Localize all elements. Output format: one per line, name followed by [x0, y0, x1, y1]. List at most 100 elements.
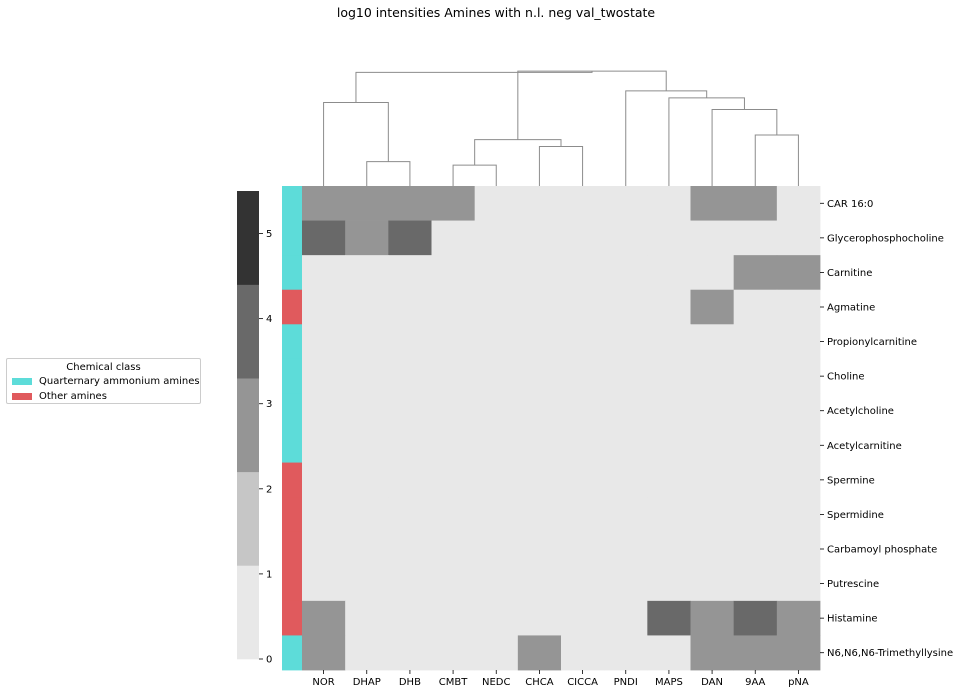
heatmap-cell	[517, 289, 562, 325]
heatmap-cell	[733, 566, 778, 602]
colorbar-bin	[237, 378, 259, 473]
legend-item-quarternary: Quarternary ammonium amines	[12, 375, 200, 388]
heatmap-cell	[431, 289, 476, 325]
heatmap-cell	[345, 462, 389, 498]
heatmap-cell	[733, 255, 778, 291]
dendrogram-link	[625, 90, 708, 186]
heatmap-cell	[302, 289, 346, 325]
heatmap-cell	[388, 635, 432, 671]
heatmap-cell	[561, 186, 605, 221]
heatmap-cell	[733, 497, 778, 533]
heatmap-cell	[517, 531, 562, 567]
heatmap-cell	[690, 462, 735, 498]
heatmap-cell	[561, 497, 605, 533]
heatmap-cell	[431, 358, 476, 394]
row-label: Spermine	[827, 475, 875, 486]
heatmap-cell	[345, 255, 389, 291]
heatmap-cell	[690, 635, 735, 671]
heatmap-cell	[690, 428, 735, 463]
heatmap-cell	[733, 324, 778, 360]
heatmap-cell	[647, 600, 691, 636]
legend: Chemical class Quarternary ammonium amin…	[6, 358, 201, 404]
heatmap-cell	[474, 600, 519, 636]
heatmap-cell	[517, 635, 562, 671]
heatmap-cell	[690, 220, 735, 256]
column-label: MAPS	[655, 677, 683, 688]
legend-item-other: Other amines	[12, 390, 200, 403]
heatmap-cell	[302, 324, 346, 360]
column-label: CHCA	[525, 677, 553, 688]
dendrogram-link	[366, 161, 411, 186]
heatmap-cell	[690, 393, 735, 429]
column-label: pNA	[788, 677, 809, 688]
heatmap-cell	[302, 462, 346, 498]
heatmap-cell	[517, 358, 562, 394]
column-label: NEDC	[482, 677, 510, 688]
heatmap-cell	[561, 289, 605, 325]
heatmap-cell	[302, 358, 346, 394]
heatmap-cell	[517, 428, 562, 463]
heatmap-cell	[776, 635, 821, 671]
heatmap-cell	[561, 220, 605, 256]
row-class-cell	[282, 497, 302, 533]
heatmap-cell	[604, 497, 648, 533]
heatmap-cell	[388, 289, 432, 325]
heatmap-cell	[388, 324, 432, 360]
row-label: Acetylcholine	[827, 406, 894, 417]
heatmap-cell	[474, 220, 519, 256]
heatmap-cell	[431, 324, 476, 360]
heatmap-cell	[561, 324, 605, 360]
colorbar-bin	[237, 471, 259, 566]
heatmap-cell	[733, 289, 778, 325]
column-labels: NOR DHAP DHB CMBT NEDC CHCA CICCA PNDI MAPS DAN 9A…	[312, 670, 809, 688]
heatmap-cell	[302, 428, 346, 463]
heatmap-cell	[388, 531, 432, 567]
colorbar-tick-label: 3	[266, 399, 272, 410]
heatmap-cell	[733, 186, 778, 221]
column-label: PNDI	[614, 677, 638, 688]
heatmap-cell	[647, 220, 691, 256]
legend-label: Quarternary ammonium amines	[39, 376, 200, 387]
heatmap-cell	[474, 531, 519, 567]
heatmap-cell	[604, 393, 648, 429]
row-class-cell	[282, 635, 302, 671]
dendrogram-link	[711, 108, 778, 186]
row-class-cell	[282, 220, 302, 256]
column-label: CICCA	[567, 677, 598, 688]
heatmap-cell	[345, 393, 389, 429]
heatmap-cell	[776, 289, 821, 325]
column-label: DHAP	[353, 677, 381, 688]
heatmap-cell	[345, 566, 389, 602]
column-label: DAN	[701, 677, 723, 688]
heatmap-cell	[647, 255, 691, 291]
heatmap-cell	[474, 255, 519, 291]
heatmap-cell	[345, 220, 389, 256]
colorbar-tick-label: 2	[266, 484, 272, 495]
heatmap-cell	[474, 497, 519, 533]
row-label: Carbamoyl phosphate	[827, 545, 937, 556]
heatmap-cell	[604, 289, 648, 325]
heatmap-cell	[776, 324, 821, 360]
heatmap-cell	[431, 220, 476, 256]
heatmap-cell	[345, 497, 389, 533]
legend-label: Other amines	[39, 391, 107, 402]
heatmap-cell	[302, 566, 346, 602]
heatmap-cell	[345, 289, 389, 325]
heatmap-cell	[474, 635, 519, 671]
row-class-cell	[282, 324, 302, 360]
heatmap-cell	[647, 324, 691, 360]
heatmap-cell	[517, 497, 562, 533]
heatmap-cell	[647, 462, 691, 498]
heatmap-cell	[431, 255, 476, 291]
heatmap-cell	[690, 600, 735, 636]
heatmap-cell	[647, 635, 691, 671]
dendrogram-link	[754, 134, 799, 186]
heatmap-cell	[561, 635, 605, 671]
heatmap-cell	[604, 531, 648, 567]
heatmap-cell	[345, 600, 389, 636]
row-class-cell	[282, 531, 302, 567]
row-class-cell	[282, 428, 302, 463]
column-label: CMBT	[439, 677, 468, 688]
heatmap-cell	[474, 566, 519, 602]
heatmap-cell	[302, 255, 346, 291]
